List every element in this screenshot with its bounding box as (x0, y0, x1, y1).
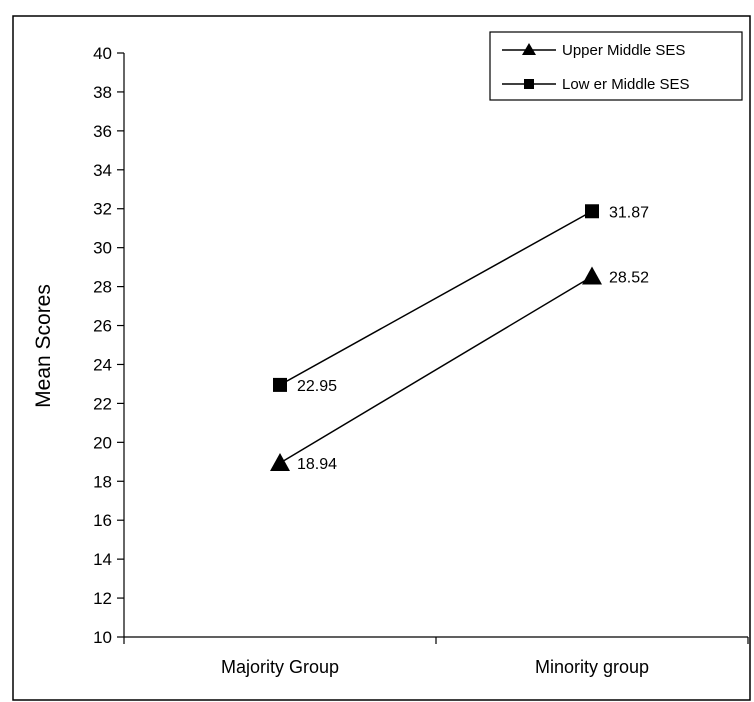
y-axis-label: Mean Scores (32, 284, 55, 408)
legend-triangle-icon (522, 43, 536, 55)
y-tick-label: 14 (93, 550, 112, 569)
y-tick-label: 30 (93, 239, 112, 258)
x-category-label: Minority group (535, 657, 649, 677)
triangle-data-point (270, 452, 290, 471)
legend-entry: Upper Middle SES (502, 42, 685, 59)
legend-label: Low er Middle SES (562, 76, 690, 93)
chart-frame (12, 15, 751, 701)
y-axis-ticks: 10 12 14 16 18 20 22 24 26 28 30 32 34 36 38 40 (93, 44, 124, 647)
data-label: 31.87 (609, 204, 649, 221)
triangle-data-point (582, 266, 602, 285)
y-tick-label: 12 (93, 589, 112, 608)
legend-square-icon (524, 79, 534, 89)
y-tick-label: 20 (93, 433, 112, 452)
legend-label: Upper Middle SES (562, 42, 685, 59)
legend: Upper Middle SES Low er Middle SES (489, 31, 743, 101)
series-line (279, 275, 593, 464)
y-tick-label: 22 (93, 394, 112, 413)
data-label: 22.95 (297, 378, 337, 395)
square-data-point (273, 377, 287, 392)
y-tick-label: 16 (93, 511, 112, 530)
legend-entry: Low er Middle SES (502, 76, 690, 93)
y-tick-label: 18 (93, 472, 112, 491)
x-axis-ticks: Majority Group Minority group (123, 637, 749, 677)
data-label: 28.52 (609, 269, 649, 286)
square-data-point (585, 204, 599, 219)
y-tick-label: 32 (93, 200, 112, 219)
series-line (279, 210, 593, 386)
y-tick-label: 24 (93, 355, 112, 374)
y-tick-label: 10 (93, 628, 112, 647)
y-tick-label: 36 (93, 122, 112, 141)
data-label: 18.94 (297, 456, 337, 473)
y-tick-label: 38 (93, 83, 112, 102)
y-tick-label: 34 (93, 161, 112, 180)
y-tick-label: 40 (93, 44, 112, 63)
x-category-label: Majority Group (221, 657, 339, 677)
y-tick-label: 28 (93, 278, 112, 297)
series-group: 18.94 28.52 22.95 31.87 (270, 204, 649, 473)
series-triangle: 18.94 28.52 (270, 266, 649, 473)
y-tick-label: 26 (93, 317, 112, 336)
series-square: 22.95 31.87 (273, 204, 649, 395)
